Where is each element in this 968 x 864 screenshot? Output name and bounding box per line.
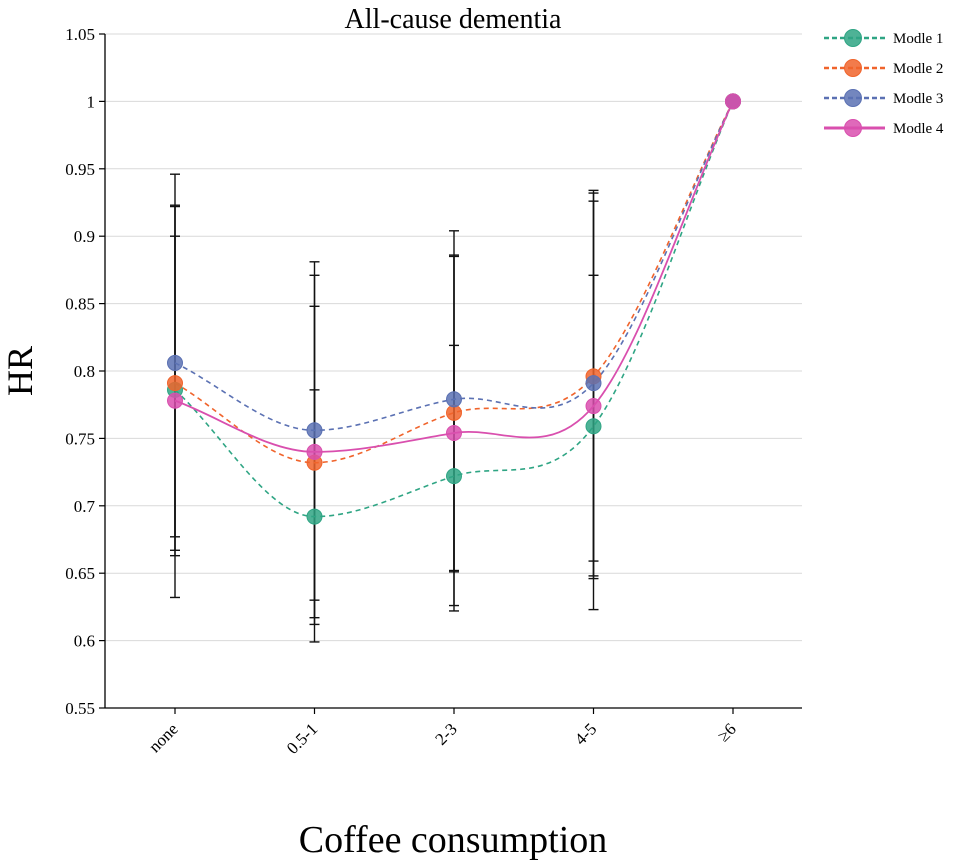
- y-tick-label: 1.05: [65, 25, 95, 44]
- data-point-series-3: [446, 391, 462, 408]
- y-tick-label: 0.8: [74, 362, 95, 381]
- y-tick-label: 0.95: [65, 160, 95, 179]
- legend: Modle 1 Modle 2 Modle 3 Modle 4: [824, 29, 944, 137]
- legend-marker-4: [844, 119, 862, 137]
- x-tick-label: none: [145, 719, 182, 756]
- data-point-series-1: [446, 468, 462, 485]
- legend-label-2: Modle 2: [893, 61, 943, 77]
- y-tick-label: 0.7: [74, 497, 96, 516]
- data-point-series-1: [306, 508, 323, 525]
- data-point-series-4: [167, 392, 183, 409]
- x-tick-label: 0.5-1: [283, 719, 321, 757]
- legend-marker-3: [844, 89, 862, 107]
- y-axis-label: HR: [0, 346, 40, 396]
- y-tick-label: 0.9: [74, 227, 95, 246]
- data-point-series-2: [446, 404, 462, 421]
- y-tick-label: 0.55: [65, 699, 95, 718]
- x-tick-label: ≥6: [714, 719, 740, 745]
- data-point-series-1: [585, 418, 602, 435]
- legend-label-3: Modle 3: [893, 91, 943, 107]
- data-point-series-4: [446, 425, 462, 442]
- x-tick-label: 4-5: [571, 719, 600, 748]
- data-point-series-4: [725, 93, 741, 110]
- data-point-series-4: [306, 443, 323, 460]
- data-point-series-2: [167, 375, 183, 392]
- data-point-series-3: [585, 375, 602, 392]
- series-line-4: [174, 101, 734, 453]
- legend-marker-1: [844, 29, 862, 47]
- legend-label-1: Modle 1: [893, 31, 943, 47]
- data-point-series-3: [306, 422, 323, 439]
- y-tick-label: 0.6: [74, 632, 95, 651]
- series-line-1: [174, 101, 734, 518]
- y-tick-label: 0.75: [65, 429, 95, 448]
- series-line-2: [174, 101, 734, 464]
- y-tick-label: 0.65: [65, 564, 95, 583]
- x-ticks: none 0.5-1 2-3 4-5 ≥6: [145, 708, 740, 758]
- data-point-series-3: [167, 354, 183, 371]
- data-point-series-4: [585, 398, 602, 415]
- x-tick-label: 2-3: [431, 719, 460, 748]
- y-ticks: 0.55 0.6 0.65 0.7 0.75 0.8 0.85 0.9 0.95 1 1.05: [65, 25, 105, 718]
- legend-marker-2: [844, 59, 862, 77]
- y-tick-label: 0.85: [65, 295, 95, 314]
- legend-label-4: Modle 4: [893, 121, 944, 137]
- series-points: [167, 93, 741, 525]
- series-line-3: [174, 101, 734, 432]
- chart-title: All-cause dementia: [345, 4, 562, 35]
- y-tick-label: 1: [87, 92, 96, 111]
- series-lines: [174, 101, 734, 518]
- x-axis-label: Coffee consumption: [299, 819, 608, 861]
